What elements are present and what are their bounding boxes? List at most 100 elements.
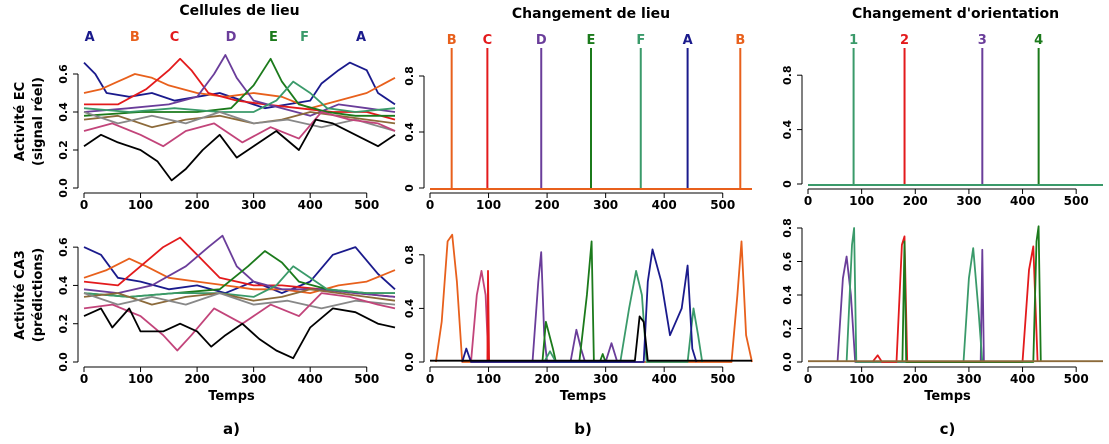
series-line: [83, 80, 396, 113]
x-tick-label: 0: [426, 372, 434, 386]
x-tick-label: 500: [710, 372, 735, 386]
series-line: [83, 292, 396, 352]
x-tick-label: 100: [128, 372, 153, 386]
x-tick-label: 300: [956, 194, 981, 208]
x-tick-label: 100: [849, 194, 874, 208]
x-tick-label: 100: [476, 372, 501, 386]
x-axis-label: Temps: [924, 389, 971, 404]
x-tick-label: 300: [241, 198, 266, 212]
x-tick-label: 400: [298, 372, 323, 386]
series-line: [83, 111, 396, 148]
series-line: [83, 57, 395, 117]
x-axis-label: Temps: [208, 389, 255, 404]
x-tick-label: 100: [128, 198, 153, 212]
y-tick-label: 0.2: [781, 319, 794, 339]
series-line: [470, 270, 490, 363]
x-tick-label: 400: [1010, 372, 1035, 386]
x-tick-label: 100: [476, 198, 501, 212]
y-tick-label: 0.2: [57, 140, 70, 160]
series-line: [83, 246, 396, 294]
panel-label: a): [223, 420, 240, 438]
x-tick-label: 300: [241, 372, 266, 386]
panel-label: b): [574, 420, 592, 438]
y-tick-label: 0.4: [57, 102, 70, 122]
series-line: [83, 292, 396, 310]
y-tick-label: 0.0: [57, 352, 70, 372]
series-marker-label: A: [85, 30, 95, 45]
y-tick-label: 0.8: [403, 66, 416, 86]
series-marker-label: C: [170, 30, 180, 45]
y-tick-label: 0.4: [403, 122, 416, 142]
x-tick-label: 0: [80, 372, 88, 386]
x-tick-label: 200: [535, 372, 560, 386]
x-axis-label: Temps: [560, 389, 607, 404]
x-tick-label: 200: [535, 198, 560, 212]
series-line: [83, 111, 396, 132]
x-tick-label: 200: [185, 372, 210, 386]
y-tick-label: 0: [403, 184, 416, 192]
x-tick-label: 0: [426, 198, 434, 212]
y-tick-label: 0.6: [57, 237, 70, 257]
series-line: [83, 257, 396, 294]
series-line: [836, 248, 985, 363]
x-tick-label: 0: [80, 198, 88, 212]
x-tick-label: 400: [1010, 194, 1035, 208]
x-tick-label: 0: [804, 194, 812, 208]
event-label: B: [735, 33, 745, 48]
event-label: F: [636, 33, 645, 48]
y-tick-label: 0.4: [781, 285, 794, 305]
event-label: 1: [849, 33, 858, 48]
chart-title: Cellules de lieu: [179, 3, 299, 19]
y-tick-label: 0.0: [403, 352, 416, 372]
y-tick-label: 0.8: [781, 65, 794, 85]
series-line: [83, 54, 396, 117]
series-line: [83, 73, 396, 110]
series-line: [541, 240, 607, 363]
series-marker-label: B: [130, 30, 140, 45]
event-label: B: [447, 33, 457, 48]
x-tick-label: 400: [652, 198, 677, 212]
series-line: [83, 118, 396, 182]
y-tick-label: 0.2: [57, 314, 70, 334]
series-line: [901, 225, 1042, 363]
x-tick-label: 400: [298, 198, 323, 212]
y-axis-label-secondary: (prédictions): [31, 248, 46, 342]
chart-title: Changement de lieu: [512, 6, 670, 22]
y-tick-label: 0: [781, 180, 794, 188]
x-tick-label: 300: [593, 198, 618, 212]
x-tick-label: 200: [185, 198, 210, 212]
series-line: [461, 248, 698, 363]
event-label: 2: [900, 33, 909, 48]
event-label: 3: [978, 33, 987, 48]
x-tick-label: 300: [593, 372, 618, 386]
series-line: [83, 265, 395, 298]
x-tick-label: 500: [354, 372, 379, 386]
y-tick-label: 0.4: [403, 298, 416, 318]
series-line: [486, 270, 490, 363]
y-tick-label: 0.6: [57, 64, 70, 84]
x-tick-label: 100: [849, 372, 874, 386]
y-tick-label: 0.4: [57, 275, 70, 295]
chart-title: Changement d'orientation: [852, 6, 1059, 22]
y-tick-label: 0.0: [57, 178, 70, 198]
x-tick-label: 0: [804, 372, 812, 386]
x-tick-label: 300: [956, 372, 981, 386]
series-line: [531, 251, 619, 363]
x-tick-label: 400: [652, 372, 677, 386]
series-line: [83, 61, 396, 110]
y-tick-label: 0.0: [781, 352, 794, 372]
y-tick-label: 0.6: [781, 251, 794, 271]
y-axis-label: Activité CA3: [13, 250, 28, 340]
x-tick-label: 500: [710, 198, 735, 212]
panel-label: c): [940, 420, 956, 438]
series-line: [430, 315, 752, 362]
y-tick-label: 0.4: [781, 120, 794, 140]
y-axis-label: Activité EC: [13, 82, 28, 161]
event-label: E: [587, 33, 596, 48]
event-label: C: [483, 33, 493, 48]
series-line: [83, 307, 396, 360]
event-label: 4: [1034, 33, 1043, 48]
x-tick-label: 200: [903, 372, 928, 386]
series-line: [845, 227, 984, 363]
